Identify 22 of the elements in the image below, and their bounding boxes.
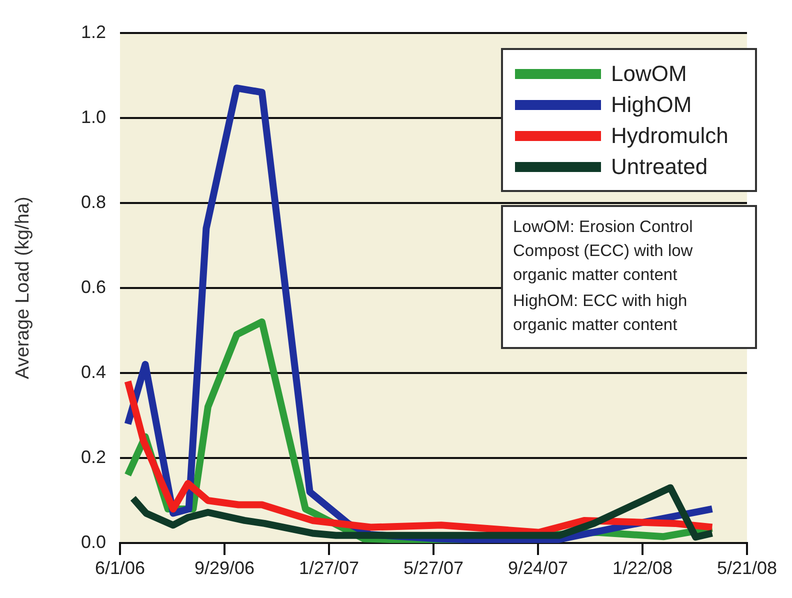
legend-label: Hydromulch	[611, 122, 728, 148]
x-tick-label: 5/21/08	[716, 558, 778, 578]
legend-label: HighOM	[611, 92, 692, 118]
x-tick-label: 6/1/06	[94, 558, 146, 578]
legend-label: Untreated	[611, 154, 708, 180]
annotation: LowOM: Erosion Control Compost (ECC) with low organic matter content	[513, 217, 694, 286]
y-tick-label: 0.8	[80, 192, 106, 212]
x-tick-label: 1/22/08	[612, 558, 673, 578]
y-tick-label: 0.4	[80, 362, 106, 382]
y-tick-label: 0.6	[80, 276, 106, 297]
y-axis-title: Average Load (kg/ha)	[12, 196, 34, 380]
note-box: LowOM: Erosion Control Compost (ECC) with low organic matter content HighOM: ECC with high organic matter content	[501, 205, 757, 349]
x-tick-label: 5/27/07	[403, 558, 464, 578]
annotation: HighOM: ECC with high organic matter content	[513, 291, 688, 336]
y-tick-label: 1.2	[80, 22, 106, 42]
y-tick-label: 1.0	[80, 106, 106, 127]
legend-label: LowOM	[611, 60, 687, 86]
y-tick-label: 0.2	[80, 446, 106, 467]
x-tick-label: 9/29/06	[194, 558, 255, 578]
x-tick-label: 1/27/07	[298, 558, 360, 578]
y-tick-label: 0.0	[80, 532, 106, 552]
x-tick-label: 9/24/07	[508, 558, 568, 578]
